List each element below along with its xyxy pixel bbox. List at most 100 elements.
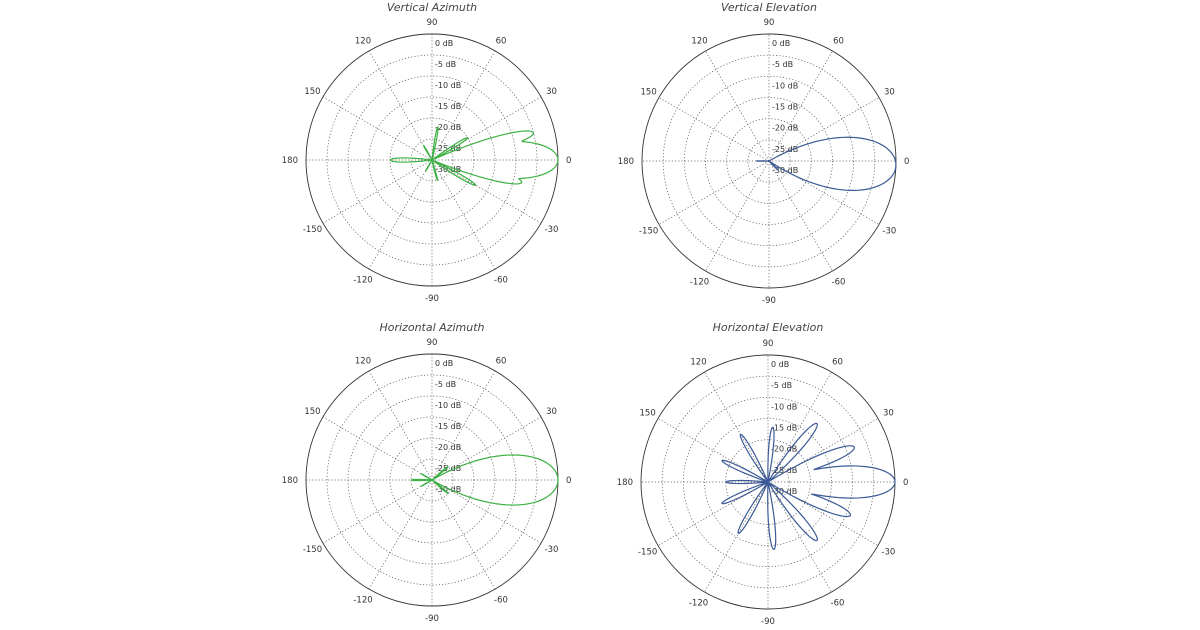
radial-tick-label: -25 dB xyxy=(435,464,461,473)
angle-tick-label: -90 xyxy=(762,296,776,306)
vertical-elevation-chart: Vertical Elevation 0 30 60 90 120 150 180 -150 -1… xyxy=(618,1,910,306)
angle-tick-label: -60 xyxy=(831,598,845,608)
chart-title: Horizontal Elevation xyxy=(713,321,824,334)
angle-tick-label: -30 xyxy=(545,545,559,555)
radial-tick-label: -25 dB xyxy=(772,145,798,154)
radial-tick-label: -10 dB xyxy=(772,81,798,90)
angle-tick-label: 60 xyxy=(496,36,507,46)
angle-tick-label: 0 xyxy=(566,156,571,166)
angle-tick-label: 180 xyxy=(617,478,633,488)
radial-tick-label: -30 dB xyxy=(435,165,461,174)
angle-tick-label: 90 xyxy=(763,339,774,349)
angle-tick-label: 180 xyxy=(282,476,298,486)
radiation-pattern-trace xyxy=(389,126,559,186)
vertical-azimuth-chart: Vertical Azimuth 0 30 60 90 120 150 180 -150 -120… xyxy=(282,1,572,304)
radial-tick-label: -10 dB xyxy=(435,81,461,90)
radial-tick-label: -10 dB xyxy=(435,401,461,410)
chart-title: Vertical Azimuth xyxy=(387,1,477,14)
grid-spoke xyxy=(322,159,433,224)
angle-tick-label: -120 xyxy=(353,596,372,606)
angle-tick-label: -60 xyxy=(832,277,846,287)
grid-spoke xyxy=(705,160,770,272)
grid-spoke xyxy=(657,481,769,546)
radial-tick-label: -15 dB xyxy=(435,422,461,431)
radial-tick-label: -5 dB xyxy=(435,60,456,69)
angle-tick-label: 60 xyxy=(833,37,844,47)
angle-tick-label: -150 xyxy=(639,227,658,237)
angle-tick-label: 150 xyxy=(304,87,320,97)
angle-tick-label: 90 xyxy=(427,338,438,348)
angle-tick-label: -90 xyxy=(425,294,439,304)
radiation-pattern-trace xyxy=(410,454,559,506)
grid-spoke xyxy=(767,371,832,483)
angle-tick-label: 60 xyxy=(832,358,843,368)
angle-tick-label: 0 xyxy=(904,157,909,167)
chart-title: Horizontal Azimuth xyxy=(380,321,485,334)
grid-ring xyxy=(410,458,454,502)
angle-tick-label: 90 xyxy=(764,18,775,28)
angle-tick-label: 30 xyxy=(884,88,895,98)
grid-ring xyxy=(326,54,538,266)
angle-tick-label: 30 xyxy=(883,409,894,419)
angle-tick-label: 150 xyxy=(641,88,657,98)
grid-ring xyxy=(410,138,454,182)
grid-spoke xyxy=(704,371,769,483)
angle-tick-label: -150 xyxy=(303,545,322,555)
angle-tick-label: -30 xyxy=(881,548,895,558)
radial-tick-label: 0 dB xyxy=(772,39,790,48)
radial-tick-label: -15 dB xyxy=(435,102,461,111)
grid-ring xyxy=(704,418,832,546)
horizontal-elevation-chart: Horizontal Elevation 0 30 60 90 120 150 180 -150… xyxy=(617,321,909,627)
grid-spoke xyxy=(658,160,770,225)
angle-tick-label: -120 xyxy=(353,276,372,286)
grid-ring xyxy=(705,97,833,225)
grid-ring xyxy=(682,396,854,568)
radiation-pattern-trace xyxy=(721,422,896,551)
grid-spoke xyxy=(658,97,770,162)
angle-tick-label: 120 xyxy=(690,358,706,368)
angle-tick-label: 120 xyxy=(355,36,371,46)
radial-tick-label: -10 dB xyxy=(771,402,797,411)
grid-spoke xyxy=(322,479,433,544)
angle-tick-label: 30 xyxy=(546,87,557,97)
grid-ring xyxy=(683,75,855,247)
radial-tick-label: 0 dB xyxy=(435,359,453,368)
grid-spoke xyxy=(657,418,769,483)
angle-tick-label: 150 xyxy=(640,409,656,419)
angle-tick-label: -60 xyxy=(494,276,508,286)
grid-ring xyxy=(326,374,538,586)
angle-tick-label: -30 xyxy=(545,225,559,235)
radial-tick-label: -25 dB xyxy=(771,466,797,475)
radial-tick-label: -5 dB xyxy=(771,381,792,390)
grid-spoke xyxy=(768,160,833,272)
angle-tick-label: -30 xyxy=(882,227,896,237)
grid-ring xyxy=(747,139,791,183)
grid-spoke xyxy=(767,481,879,546)
angle-tick-label: 150 xyxy=(304,407,320,417)
grid-spoke xyxy=(768,50,833,162)
radial-tick-label: -15 dB xyxy=(772,103,798,112)
angle-tick-label: -60 xyxy=(494,596,508,606)
angle-tick-label: -150 xyxy=(303,225,322,235)
grid-spoke xyxy=(768,160,880,225)
radial-tick-label: 0 dB xyxy=(435,39,453,48)
angle-tick-label: 120 xyxy=(691,37,707,47)
angle-tick-label: 30 xyxy=(546,407,557,417)
radial-tick-label: -20 dB xyxy=(771,445,797,454)
radial-tick-label: -20 dB xyxy=(772,124,798,133)
angle-tick-label: 90 xyxy=(427,18,438,28)
radial-tick-label: -15 dB xyxy=(771,424,797,433)
radial-tick-label: -5 dB xyxy=(435,380,456,389)
angle-tick-label: 180 xyxy=(618,157,634,167)
angle-tick-label: 0 xyxy=(566,476,571,486)
chart-title: Vertical Elevation xyxy=(721,1,817,14)
grid-spoke xyxy=(431,479,496,590)
angle-tick-label: -90 xyxy=(761,617,775,627)
grid-spoke xyxy=(705,50,770,162)
angle-tick-label: 120 xyxy=(355,356,371,366)
horizontal-azimuth-chart: Horizontal Azimuth 0 30 60 90 120 150 180 -150 -1… xyxy=(282,321,572,624)
radial-tick-label: -20 dB xyxy=(435,123,461,132)
radial-tick-label: -20 dB xyxy=(435,443,461,452)
radial-tick-label: -5 dB xyxy=(772,60,793,69)
